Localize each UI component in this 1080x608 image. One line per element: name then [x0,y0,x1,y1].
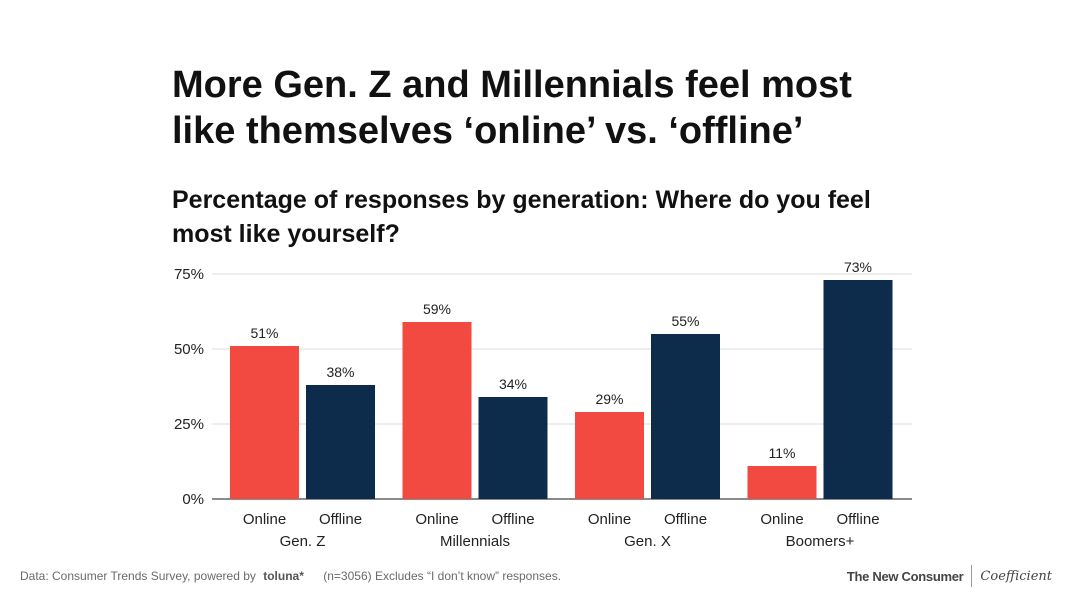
chart-subtitle-line-2: most like yourself? [172,220,400,248]
footer-note: (n=3056) Excludes “I don’t know” respons… [323,569,562,583]
data-label: 51% [250,325,278,341]
x-tick-label: Online [588,511,631,528]
y-tick-label: 50% [174,341,204,358]
category-label: Boomers+ [786,533,855,550]
bar-offline [651,334,720,499]
the-new-consumer-logo: The New Consumer [846,568,964,584]
data-label: 59% [423,301,451,317]
chart-title-line-2: like themselves ‘online’ vs. ‘offline’ [172,110,804,152]
toluna-logo: toluna* [263,569,304,583]
bar-online [575,412,644,499]
bar-offline [306,385,375,499]
x-tick-label: Offline [491,511,534,528]
bar-offline [823,280,893,499]
bar-online [747,466,817,499]
footer-brands: The New Consumer Coefficient [847,564,1052,588]
y-tick-label: 0% [182,491,204,508]
y-tick-label: 75% [174,266,204,283]
x-tick-label: Online [760,511,803,528]
category-label: Millennials [440,533,510,550]
x-tick-label: Offline [319,511,362,528]
x-tick-label: Offline [664,511,707,528]
data-label: 38% [326,364,354,380]
x-tick-label: Online [415,511,458,528]
chart-subtitle-line-1: Percentage of responses by generation: W… [172,186,871,214]
data-label: 55% [671,313,699,329]
x-tick-label: Offline [836,511,879,528]
coefficient-logo: Coefficient [980,568,1052,584]
chart-title: More Gen. Z and Millennials feel most li… [172,62,1032,154]
data-label: 11% [769,445,796,461]
footer-source-text: Data: Consumer Trends Survey, powered by [20,569,256,583]
chart-title-line-1: More Gen. Z and Millennials feel most [172,64,852,106]
brand-divider [971,565,973,587]
data-label: 73% [844,259,872,275]
x-tick-label: Online [243,511,286,528]
chart-subtitle: Percentage of responses by generation: W… [172,183,1032,251]
bar-online [402,322,472,499]
bar-online [230,346,299,499]
data-label: 34% [499,376,527,392]
bar-offline [478,397,548,499]
footer-source: Data: Consumer Trends Survey, powered by… [20,569,561,583]
category-label: Gen. Z [280,533,326,550]
y-tick-label: 25% [174,416,204,433]
category-label: Gen. X [624,533,671,550]
data-label: 29% [595,391,623,407]
